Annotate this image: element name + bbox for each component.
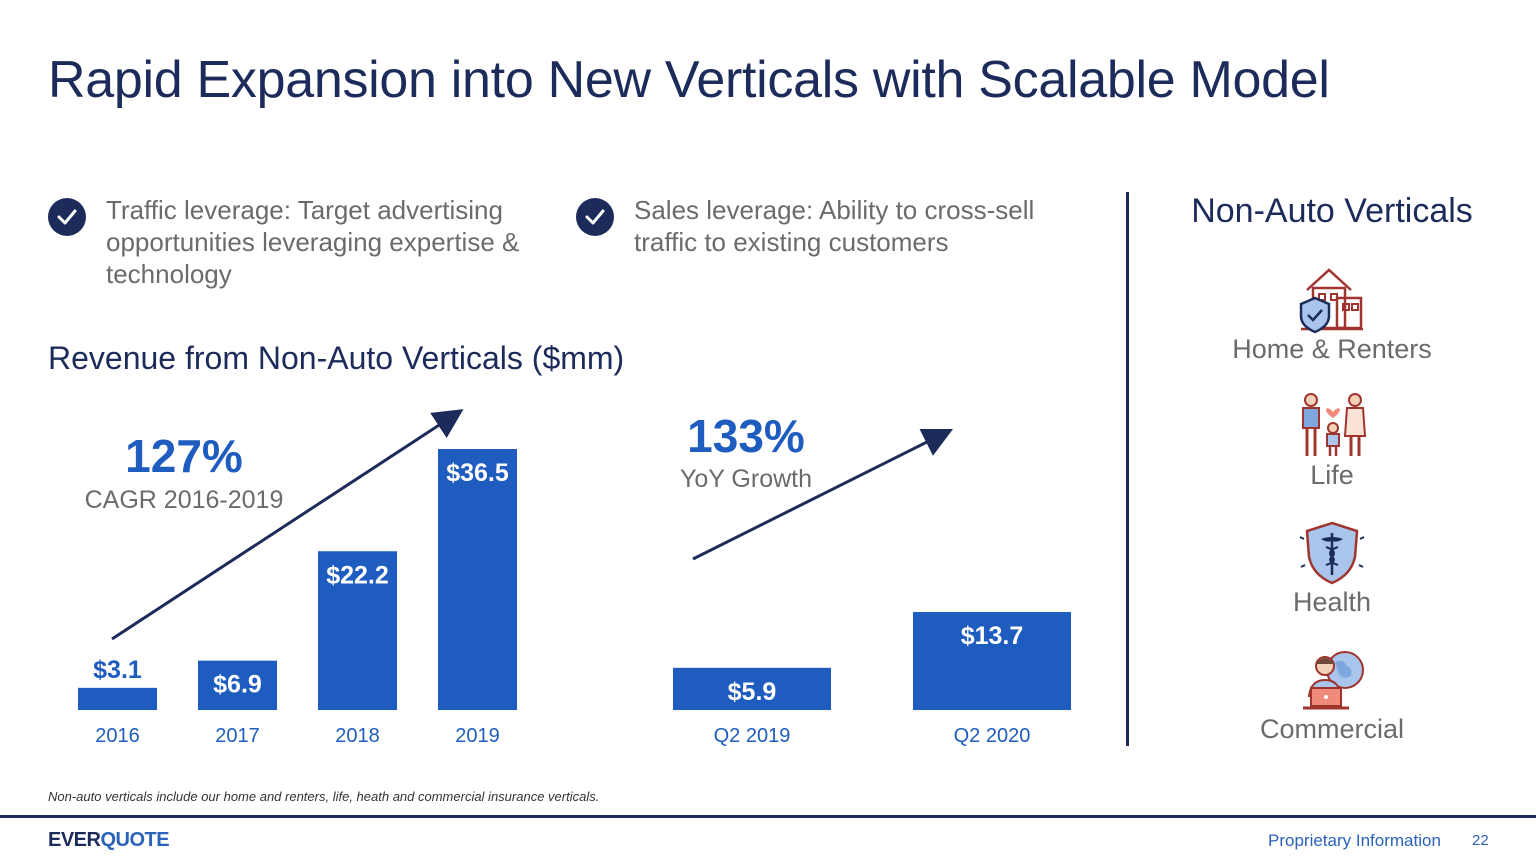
- bar-value-label: $22.2: [326, 561, 389, 589]
- page-number: 22: [1472, 832, 1489, 849]
- chart-heading: Revenue from Non-Auto Verticals ($mm): [48, 340, 625, 376]
- family-icon: [1302, 393, 1367, 456]
- bullet-sales-leverage: Sales leverage: Ability to cross-sell tr…: [576, 194, 1096, 258]
- vertical-label: Health: [1292, 587, 1372, 617]
- bar-2017: [198, 660, 277, 710]
- category-tick-label: 2019: [455, 725, 500, 747]
- vertical-life: Life: [1140, 390, 1524, 491]
- business-laptop-globe-icon: [1303, 651, 1364, 710]
- category-tick-label: Q2 2019: [714, 725, 791, 747]
- checkmark-icon: [576, 198, 614, 236]
- page-title: Rapid Expansion into New Verticals with …: [48, 51, 1330, 109]
- category-tick-label: 2018: [335, 725, 380, 747]
- bullet-traffic-leverage: Traffic leverage: Target advertising opp…: [48, 194, 548, 290]
- category-tick-label: 2016: [95, 725, 140, 747]
- home-shield-icon: [1299, 268, 1363, 334]
- bar-value-label: $6.9: [213, 671, 262, 699]
- checkmark-icon: [48, 198, 86, 236]
- vertical-label: Home & Renters: [1232, 334, 1432, 364]
- vertical-label: Life: [1310, 460, 1354, 490]
- logo-part-2: QUOTE: [100, 829, 170, 851]
- bar-value-label: $36.5: [446, 459, 509, 487]
- category-tick-label: 2017: [215, 725, 260, 747]
- vertical-commercial: Commercial: [1140, 644, 1524, 745]
- quarterly-revenue-chart: $5.9 Q2 2019 $13.7 Q2 2020: [673, 612, 1071, 747]
- footnote: Non-auto verticals include our home and …: [48, 789, 600, 804]
- verticals-title: Non-Auto Verticals: [1191, 192, 1473, 230]
- revenue-charts: $3.1 2016 $6.9 2017 $22.2 2018 $36.5 2019 $5.9 Q…: [78, 409, 1071, 747]
- bar-2018: [318, 551, 397, 710]
- vertical-health: Health: [1140, 517, 1524, 618]
- caduceus-shield-icon: [1299, 521, 1365, 585]
- proprietary-label: Proprietary Information: [1268, 831, 1441, 850]
- bullet-text: Traffic leverage: Target advertising opp…: [106, 195, 520, 289]
- bar-2019: [438, 449, 517, 710]
- bullet-text: Sales leverage: Ability to cross-sell tr…: [634, 195, 1035, 257]
- yoy-caption: YoY Growth: [680, 465, 812, 493]
- vertical-divider: [1126, 192, 1129, 746]
- logo-part-1: EVER: [48, 829, 101, 851]
- cagr-value: 127%: [125, 430, 243, 482]
- cagr-caption: CAGR 2016-2019: [85, 486, 284, 514]
- category-tick-label: Q2 2020: [954, 725, 1031, 747]
- bar-q2-2019: [673, 667, 831, 710]
- bar-2016: [78, 687, 157, 710]
- annual-revenue-chart: $3.1 2016 $6.9 2017 $22.2 2018 $36.5 2019: [78, 449, 517, 747]
- vertical-label: Commercial: [1259, 714, 1405, 744]
- bar-value-label: $5.9: [728, 678, 777, 706]
- bar-value-label: $3.1: [93, 656, 142, 684]
- vertical-home-renters: Home & Renters: [1140, 264, 1524, 365]
- footer-divider: [0, 815, 1536, 818]
- yoy-value: 133%: [687, 410, 805, 462]
- growth-arrow: [111, 409, 464, 641]
- bar-value-label: $13.7: [961, 622, 1024, 650]
- bar-q2-2020: [913, 612, 1071, 710]
- everquote-logo: EVERQUOTE: [48, 829, 170, 852]
- growth-arrow: [692, 428, 954, 561]
